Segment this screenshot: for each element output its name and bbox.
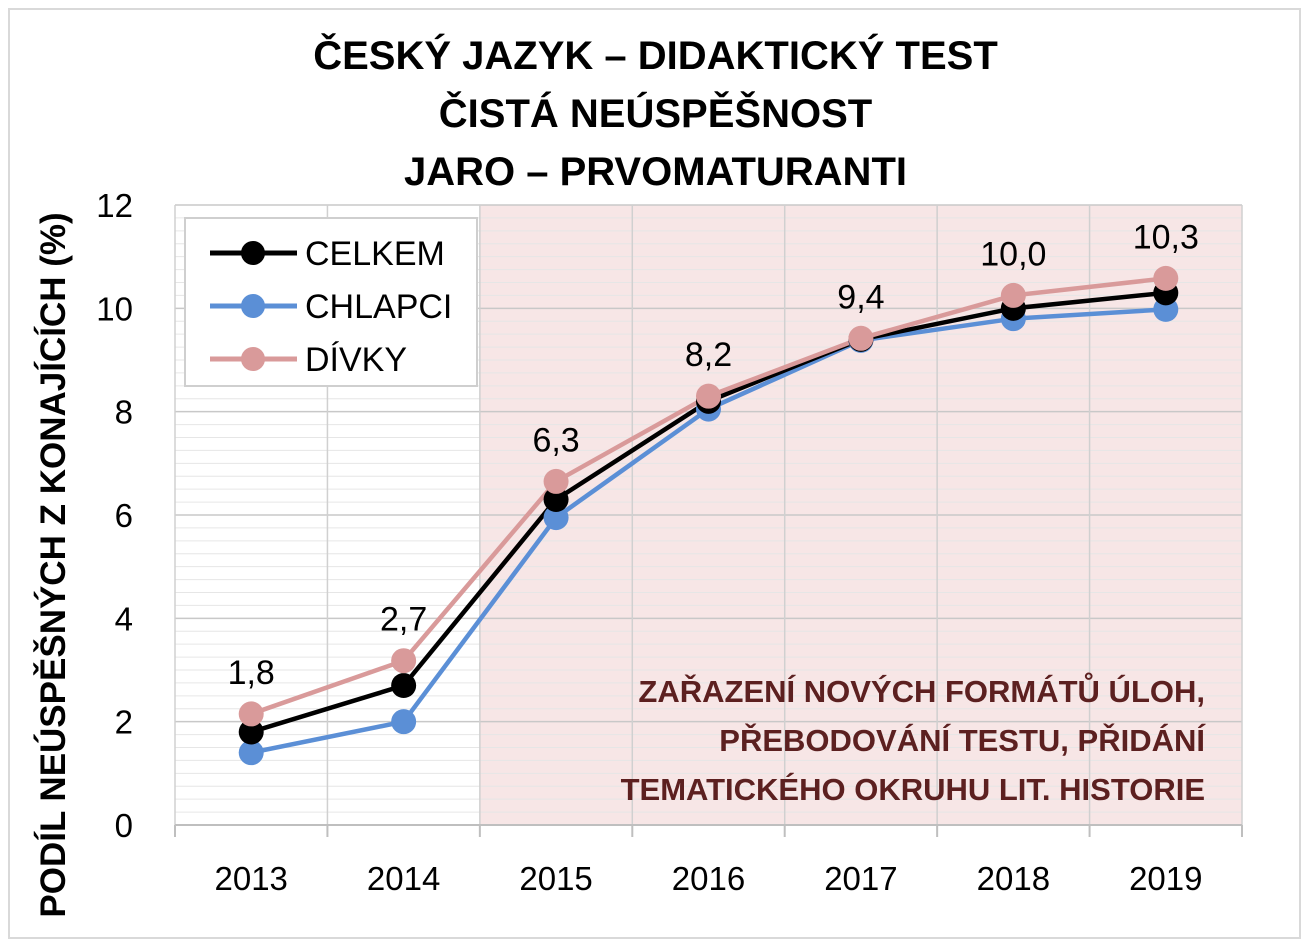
legend-label: CELKEM <box>305 235 445 273</box>
annotation-line: ZAŘAZENÍ NOVÝCH FORMÁTŮ ÚLOH, <box>638 671 1205 709</box>
y-tick-label: 0 <box>115 807 133 844</box>
legend-label: CHLAPCI <box>305 288 452 326</box>
x-tick-label: 2018 <box>977 860 1050 897</box>
y-tick-label: 8 <box>115 394 133 431</box>
x-tick-label: 2013 <box>215 860 288 897</box>
data-label: 9,4 <box>837 278 884 316</box>
x-tick-label: 2017 <box>824 860 897 897</box>
x-tick-label: 2019 <box>1129 860 1202 897</box>
series-point <box>1000 282 1026 308</box>
data-label: 6,3 <box>532 421 579 459</box>
series-point <box>391 648 417 674</box>
legend-label: DÍVKY <box>305 341 407 379</box>
x-tick-label: 2015 <box>519 860 592 897</box>
series-point <box>238 740 264 766</box>
chart-title-line-2: ČISTÁ NEÚSPĚŠNOST <box>438 92 873 136</box>
y-tick-label: 12 <box>96 187 133 224</box>
series-point <box>391 709 417 735</box>
x-tick-label: 2016 <box>672 860 745 897</box>
series-point <box>848 325 874 351</box>
series-point <box>543 505 569 531</box>
annotation-line: TEMATICKÉHO OKRUHU LIT. HISTORIE <box>621 772 1205 807</box>
y-tick-label: 6 <box>115 497 133 534</box>
chart-title-line-3: JARO – PRVOMATURANTI <box>403 150 907 194</box>
data-label: 2,7 <box>380 601 427 639</box>
chart-title-line-1: ČESKÝ JAZYK – DIDAKTICKÝ TEST <box>313 34 998 78</box>
series-point <box>543 468 569 494</box>
series-point <box>696 383 721 409</box>
legend-swatch-marker <box>241 241 265 265</box>
series-point <box>391 673 417 698</box>
y-tick-label: 2 <box>115 704 133 741</box>
series-point <box>238 701 264 727</box>
data-label: 8,2 <box>685 336 732 374</box>
y-tick-label: 10 <box>96 290 133 327</box>
data-label: 10,3 <box>1133 218 1199 256</box>
series-point <box>238 719 264 745</box>
data-label: 1,8 <box>228 654 275 692</box>
y-tick-label: 4 <box>115 600 133 637</box>
legend-swatch-marker <box>241 294 265 318</box>
y-axis-label: PODÍL NEÚSPĚŠNÝCH Z KONAJÍCÍCH (%) <box>33 212 73 917</box>
series-point <box>1153 265 1179 291</box>
x-tick-label: 2014 <box>367 860 440 897</box>
annotation-line: PŘEBODOVÁNÍ TESTU, PŘIDÁNÍ <box>719 722 1206 758</box>
series-point <box>543 487 569 512</box>
data-label: 10,0 <box>980 235 1046 273</box>
legend-swatch-marker <box>241 347 265 371</box>
